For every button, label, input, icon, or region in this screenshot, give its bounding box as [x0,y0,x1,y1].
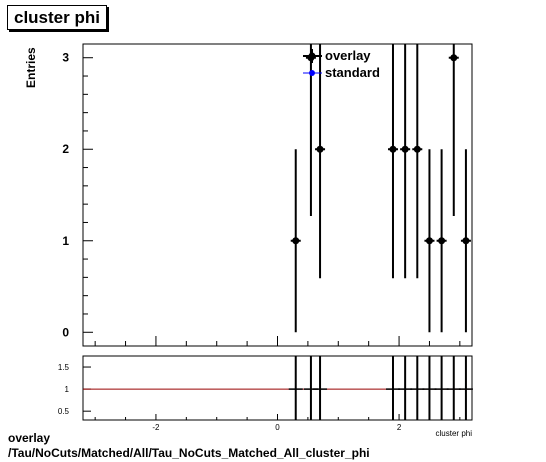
legend-standard-marker [309,70,315,76]
ratio-point [385,356,400,420]
main-plot-frame [82,43,473,347]
y-tick-label: 2 [62,142,69,156]
x-axis-label: cluster phi [436,429,473,438]
legend-standard-label: standard [325,65,380,80]
point-marker [292,237,300,245]
ratio-x-tick-label: 2 [397,423,402,432]
data-point [412,44,423,279]
footer-line-2: /Tau/NoCuts/Matched/All/Tau_NoCuts_Match… [8,446,370,460]
data-point [436,149,447,333]
ratio-point [303,356,318,420]
y-tick-label: 3 [62,51,69,65]
ratio-point [434,356,449,420]
legend: overlay standard [303,48,380,80]
point-marker [413,145,421,153]
ratio-x-tick-label: -2 [152,423,160,432]
point-marker [462,237,470,245]
ratio-point [288,356,303,420]
ratio-point [313,356,328,420]
ratio-point [458,356,473,420]
data-point [290,149,301,333]
footer-line-1: overlay [8,431,51,445]
data-point [448,44,459,217]
y-tick-label: 1 [62,234,69,248]
ratio-point [446,356,461,420]
point-marker [401,145,409,153]
data-point [387,44,398,279]
data-point [424,149,435,333]
data-point [315,44,326,279]
chart-title: cluster phi [7,5,107,30]
y-tick-label: 0 [62,325,69,339]
ratio-y-tick-label: 1.5 [58,363,70,372]
point-marker [389,145,397,153]
ratio-point [410,356,425,420]
data-point [400,44,411,279]
legend-overlay-label: overlay [325,48,371,63]
ratio-point [422,356,437,420]
ratio-y-tick-label: 1 [65,385,70,394]
point-marker [425,237,433,245]
ratio-x-tick-label: 0 [275,423,280,432]
ratio-point [398,356,413,420]
legend-overlay-marker [308,52,316,60]
point-marker [450,54,458,62]
data-point [460,149,471,333]
ratio-y-tick-label: 0.5 [58,407,70,416]
point-marker [438,237,446,245]
point-marker [316,145,324,153]
data-point [305,44,316,217]
ratio-plot-frame [82,355,473,421]
